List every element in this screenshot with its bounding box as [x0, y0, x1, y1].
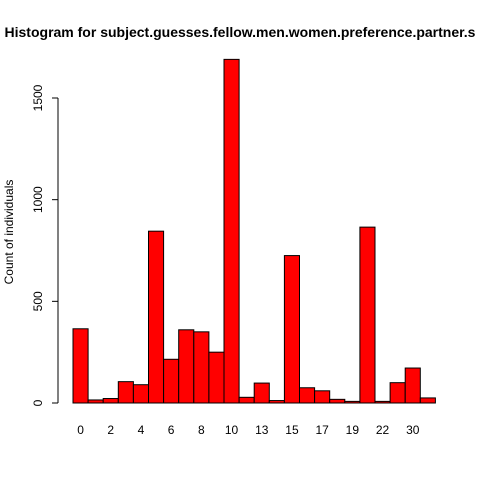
- bar-18: [329, 398, 346, 404]
- bar-5: [148, 230, 165, 404]
- bar-9: [208, 351, 225, 404]
- bar-10: [223, 58, 240, 404]
- bar-13: [253, 382, 270, 404]
- y-tick-label: 1500: [31, 84, 45, 111]
- x-tick-label: 22: [376, 423, 390, 437]
- y-tick-label: 500: [31, 291, 45, 311]
- bar-6: [163, 358, 180, 404]
- bar-25: [389, 382, 406, 404]
- bars-group: [72, 58, 436, 404]
- bar-1: [87, 399, 104, 404]
- y-tick-label: 0: [31, 399, 45, 406]
- bar-16: [299, 387, 316, 404]
- bar-3: [117, 381, 134, 404]
- bar-15: [283, 255, 300, 404]
- x-tick-label: 10: [225, 423, 239, 437]
- bar-7: [178, 329, 195, 404]
- x-axis-labels: 0 2 4 6 8 10 13 15 17 19 22 30: [77, 423, 420, 437]
- bar-19: [344, 400, 361, 404]
- bar-2: [102, 398, 119, 404]
- bar-0: [72, 328, 89, 404]
- bar-4: [132, 384, 149, 404]
- x-tick-label: 13: [255, 423, 269, 437]
- bar-12: [238, 396, 255, 404]
- x-tick-label: 30: [406, 423, 420, 437]
- y-tick-label: 1000: [31, 186, 45, 213]
- x-tick-label: 2: [107, 423, 114, 437]
- y-axis-label: Count of individuals: [2, 180, 16, 285]
- bar-20: [359, 226, 376, 404]
- bar-22: [374, 400, 391, 404]
- x-tick-label: 0: [77, 423, 84, 437]
- x-tick-label: 17: [315, 423, 329, 437]
- bar-17: [314, 390, 331, 404]
- bar-40: [419, 397, 436, 404]
- x-tick-label: 4: [138, 423, 145, 437]
- y-axis: 0 500 1000 1500: [31, 84, 59, 406]
- bar-30: [404, 367, 421, 404]
- chart-title: Histogram for subject.guesses.fellow.men…: [5, 24, 476, 40]
- x-tick-label: 19: [346, 423, 360, 437]
- bar-8: [193, 331, 210, 404]
- x-tick-label: 15: [285, 423, 299, 437]
- bar-14: [268, 400, 285, 404]
- x-tick-label: 6: [168, 423, 175, 437]
- x-tick-label: 8: [198, 423, 205, 437]
